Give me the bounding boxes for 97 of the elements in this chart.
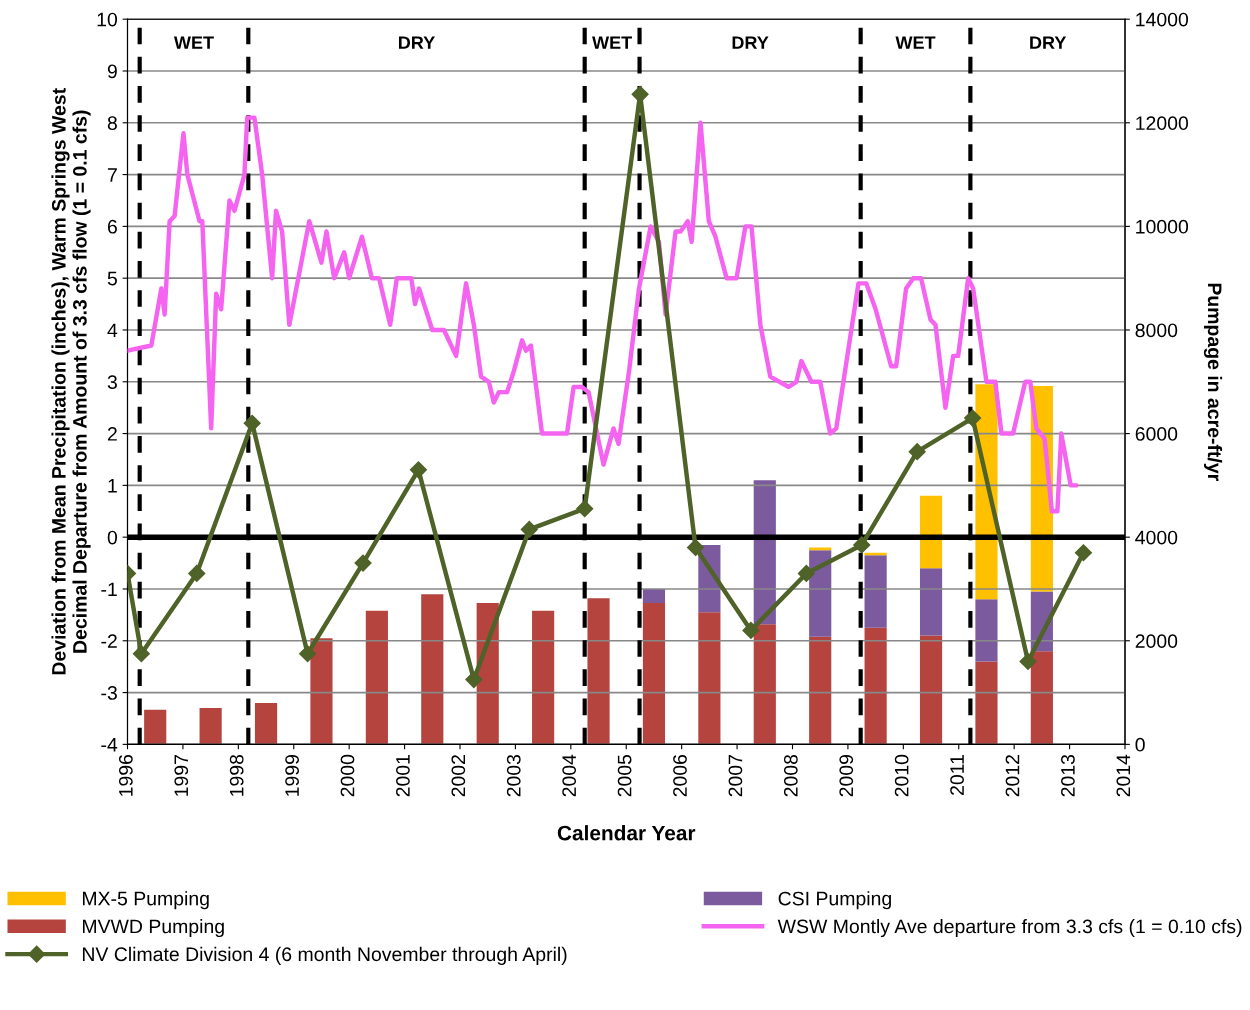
bar [1030,651,1053,745]
bar [919,568,943,636]
bar [642,588,666,603]
x-tick-label: 1997 [174,755,189,796]
bar [642,602,666,745]
annotation: WET [173,36,214,49]
x-tick-label: 2004 [562,754,577,797]
legend-label: WSW Montly Ave departure from 3.3 cfs (1 = 0.10 cfs) [777,919,1242,938]
y-axis-title: Deviation from Mean Precipitation (inches), Warm Springs West Decimal Departure from Amount of 3.3 cfs flow (1 = 0.1 cfs) [51,88,91,675]
x-tick-label: 2007 [728,755,743,797]
x-tick-label: 2002 [451,755,466,797]
y2-tick-label: 4000 [1135,530,1178,545]
x-tick-label: 2010 [894,754,909,797]
y-tick-label: 10 [97,12,118,27]
y-tick-label: 3 [107,375,117,390]
annotation: WET [895,36,936,49]
point [631,85,649,103]
y2-tick-label: 14000 [1136,12,1189,27]
bar [975,661,998,745]
legend-label: CSI Pumping [778,891,891,910]
bar [365,610,388,745]
x-tick-label: 2005 [617,754,632,797]
y2-tick-label: 10000 [1136,219,1189,234]
point [576,500,594,518]
point [686,538,705,557]
x-tick-label: 2008 [783,754,798,797]
bar [753,624,776,745]
y-tick-label: 7 [107,168,117,182]
bar [254,702,278,745]
y-tick-label: -2 [101,634,117,648]
point [132,645,150,663]
x-tick-label: 2009 [839,755,854,797]
x-tick-label: 1999 [285,755,299,796]
legend-label: NV Climate Division 4 (6 month November through April) [82,946,567,965]
bar [421,594,444,745]
y2-tick-label: 0 [1135,737,1145,752]
annotation: WET [592,36,632,49]
x-tick-label: 2000 [340,754,355,797]
x-tick-label: 2001 [396,755,410,797]
y2-tick-label: 6000 [1135,427,1178,441]
bar [310,638,333,745]
bar [975,599,998,662]
legend-label: MVWD Pumping [82,919,224,938]
x-tick-label: 2006 [673,754,687,797]
annotation: DRY [1030,36,1067,49]
point [1074,544,1092,562]
y-tick-label: -1 [101,582,117,597]
x-tick-label: 2014 [1116,754,1131,797]
point [742,621,760,639]
bar [809,636,832,745]
y-tick-label: 4 [107,323,118,338]
x-tick-label: 1998 [229,754,244,796]
y-tick-label: -4 [101,738,118,752]
x-axis-title: Calendar Year [557,825,696,841]
point [520,520,538,538]
x-tick-label: 2003 [506,754,521,797]
bar [809,550,832,637]
y-tick-label: 6 [107,219,117,234]
point [1019,652,1037,671]
y2-tick-label: 2000 [1135,634,1178,649]
annotation: DRY [732,36,769,49]
y-tick-label: 0 [107,530,118,545]
y-tick-label: 2 [107,427,117,441]
bar [144,709,167,745]
point [465,671,483,689]
annotation: DRY [398,36,435,49]
y-tick-label: 1 [108,479,117,493]
x-tick-label: 2012 [1005,755,1020,797]
point [409,461,427,479]
point [797,564,815,582]
point [964,409,982,427]
x-tick-label: 2013 [1061,754,1075,797]
bar [919,495,943,569]
point [354,554,372,572]
bar [864,627,887,745]
bar [199,708,222,745]
y-tick-label: 5 [107,271,117,286]
bar [587,598,610,745]
x-tick-label: 2011 [950,755,964,795]
point [243,414,261,432]
y2-axis-title: Pumpage in acre-ft/yr [1203,283,1223,481]
legend-label: MX-5 Pumping [82,891,209,910]
point [299,645,317,663]
y2-tick-label: 8000 [1135,323,1178,338]
bar [864,555,887,628]
y-tick-label: 9 [107,64,117,79]
point [908,443,926,461]
point [853,536,871,554]
y-tick-label: -3 [101,686,117,700]
line-series [127,115,1078,514]
y-tick-label: 8 [107,116,117,131]
bar [919,635,943,745]
point [188,564,206,582]
bar [698,612,721,745]
x-tick-label: 1996 [118,754,133,796]
bar [532,610,555,745]
y2-tick-label: 12000 [1136,116,1189,131]
